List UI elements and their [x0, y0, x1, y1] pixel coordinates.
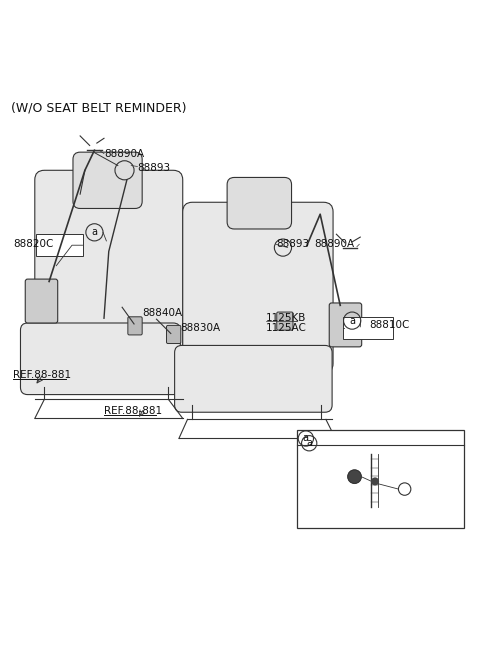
- FancyBboxPatch shape: [128, 317, 142, 335]
- Text: 88890A: 88890A: [314, 239, 354, 249]
- FancyBboxPatch shape: [343, 317, 393, 339]
- Text: 88840A: 88840A: [142, 308, 182, 318]
- Text: REF.88-881: REF.88-881: [13, 371, 72, 380]
- FancyBboxPatch shape: [183, 202, 333, 373]
- Text: 88893: 88893: [276, 239, 309, 249]
- Text: (W/O SEAT BELT REMINDER): (W/O SEAT BELT REMINDER): [11, 101, 186, 114]
- FancyBboxPatch shape: [25, 279, 58, 323]
- FancyBboxPatch shape: [21, 323, 180, 395]
- Text: a: a: [349, 316, 355, 326]
- FancyBboxPatch shape: [167, 326, 181, 344]
- Text: 88878: 88878: [340, 464, 373, 474]
- FancyBboxPatch shape: [277, 312, 293, 330]
- Bar: [297, 430, 464, 528]
- Text: a: a: [306, 438, 312, 448]
- FancyBboxPatch shape: [73, 152, 142, 209]
- FancyBboxPatch shape: [175, 346, 332, 412]
- FancyBboxPatch shape: [227, 178, 291, 229]
- FancyBboxPatch shape: [329, 303, 362, 347]
- Text: 88830A: 88830A: [180, 323, 220, 333]
- Text: 88890A: 88890A: [104, 149, 144, 158]
- Text: 88893: 88893: [137, 163, 170, 173]
- Circle shape: [372, 478, 378, 484]
- Text: 1125AC: 1125AC: [266, 323, 307, 333]
- FancyBboxPatch shape: [36, 234, 84, 256]
- Text: REF.88-881: REF.88-881: [104, 406, 162, 416]
- Text: a: a: [92, 227, 97, 237]
- Text: a: a: [303, 433, 309, 444]
- FancyBboxPatch shape: [35, 171, 183, 351]
- Text: 1125KB: 1125KB: [266, 313, 307, 323]
- Circle shape: [348, 470, 361, 483]
- Text: 88820C: 88820C: [13, 239, 54, 249]
- Text: 88877: 88877: [360, 506, 393, 517]
- Text: 88810C: 88810C: [369, 320, 409, 330]
